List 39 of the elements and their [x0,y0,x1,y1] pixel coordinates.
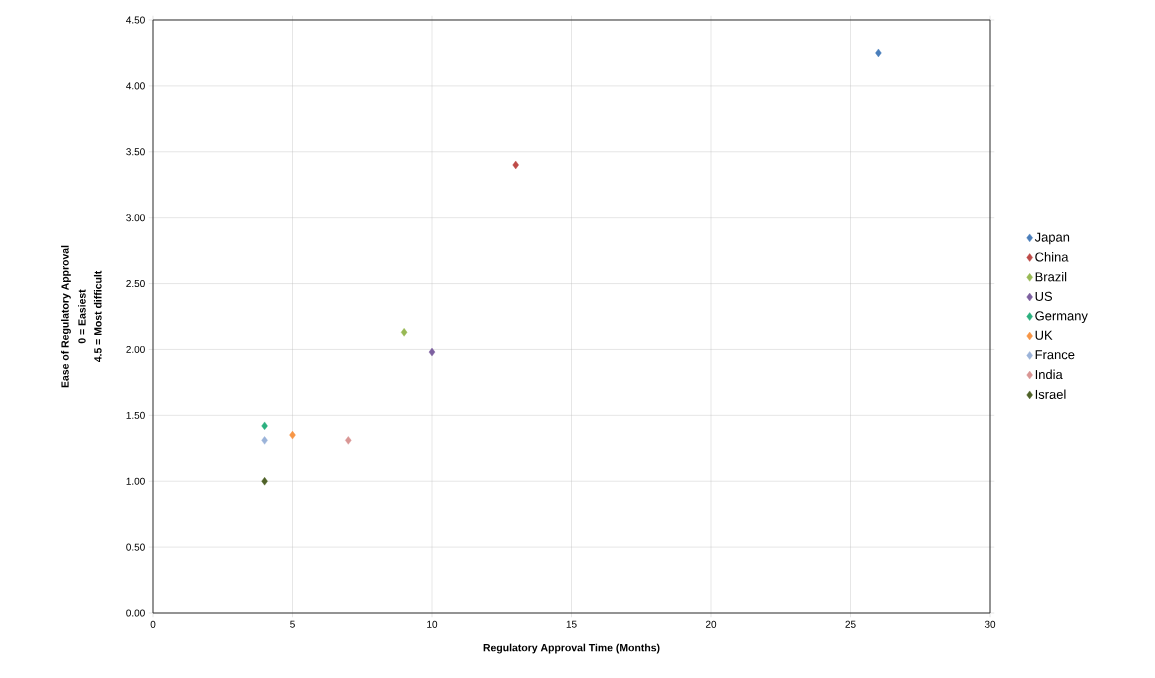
point [512,160,519,170]
point [289,430,296,440]
y-tick-label: 1.50 [126,411,145,419]
y-tick-label: 4.50 [126,16,145,24]
point [428,347,436,357]
y-tick-label: 4.00 [126,82,145,90]
point [875,48,882,58]
x-tick-label: 15 [566,620,577,628]
point [400,328,408,337]
x-tick-label: 0 [150,620,156,628]
point [345,436,352,445]
y-tick-label: 0.50 [126,543,145,551]
y-tick-label: 3.50 [126,148,145,156]
legend-label: India [1035,369,1063,380]
x-tick-label: 10 [427,620,438,628]
legend-label: France [1035,350,1075,360]
legend-label: UK [1035,330,1053,340]
legend-label: Israel [1035,389,1066,399]
x-axis-title: Regulatory Approval Time (Months) [483,643,660,654]
point [261,477,268,486]
legend-label: Brazil [1035,271,1067,282]
text: 4.5 = Most difficult [93,270,102,363]
y-tick-label: 0.00 [126,609,145,617]
x-tick-label: 25 [845,620,856,628]
x-tick-label: 30 [984,620,996,628]
text: Ease of Regulatory Approval [61,245,71,388]
legend-label: Germany [1035,311,1088,324]
legend-label: Japan [1034,232,1070,245]
x-tick-label: 20 [705,620,717,628]
y-tick-label: 1.00 [126,477,145,485]
x-tick-label: 5 [290,620,295,628]
legend-label: China [1035,252,1069,262]
legend-label: US [1035,291,1053,301]
y-tick-label: 2.00 [126,345,145,353]
text: 0 = Easiest [78,289,86,344]
point [261,436,268,445]
y-tick-label: 2.50 [126,280,145,288]
point [261,421,268,431]
y-tick-label: 3.00 [126,214,145,222]
